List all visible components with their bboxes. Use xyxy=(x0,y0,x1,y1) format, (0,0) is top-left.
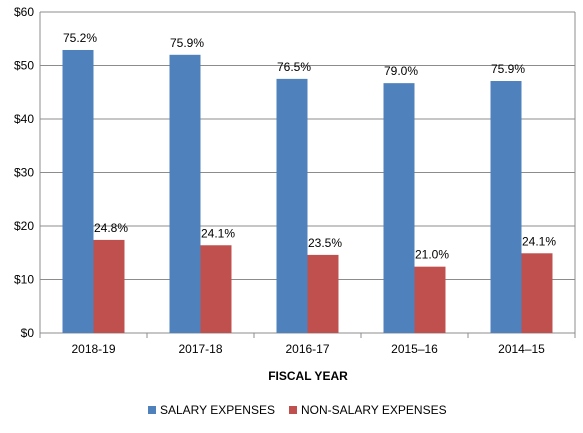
x-tick-label: 2015–16 xyxy=(391,342,438,356)
y-tick-label: $10 xyxy=(14,273,34,287)
y-tick-label: $20 xyxy=(14,219,34,233)
bar-data-label: 75.2% xyxy=(63,31,97,45)
non-salary-bar xyxy=(521,253,553,333)
bar-data-label: 24.1% xyxy=(201,226,235,240)
legend-label-non-salary: NON-SALARY EXPENSES xyxy=(301,403,447,417)
y-tick-label: $0 xyxy=(21,326,35,340)
bar-data-label: 75.9% xyxy=(170,36,204,50)
bars xyxy=(62,49,553,334)
bar-data-label: 79.0% xyxy=(384,64,418,78)
y-tick-label: $40 xyxy=(14,112,34,126)
salary-bar xyxy=(276,78,308,333)
salary-bar xyxy=(490,81,522,333)
y-tick-label: $30 xyxy=(14,166,34,180)
bar-data-label: 75.9% xyxy=(491,62,525,76)
non-salary-bar xyxy=(93,239,125,333)
non-salary-bar xyxy=(200,245,232,333)
bar-data-label: 76.5% xyxy=(277,60,311,74)
y-tick-label: $60 xyxy=(14,5,34,19)
bar-data-label: 21.0% xyxy=(415,248,449,262)
x-tick-label: 2017-18 xyxy=(178,342,222,356)
salary-bar xyxy=(62,49,94,334)
x-tick-label: 2014–15 xyxy=(498,342,545,356)
legend-swatch-salary xyxy=(148,406,156,414)
non-salary-bar xyxy=(414,266,446,333)
axes: $0 $10 $20 $30 $40 $50 $60 2018-19 2017-18 2016-1… xyxy=(14,5,576,356)
data-labels: 75.2% 24.8% 75.9% 24.1% 76.5% 23.5% 79.0% 21.0%… xyxy=(63,31,556,262)
y-tick-label: $50 xyxy=(14,59,34,73)
legend-swatch-non-salary xyxy=(289,406,297,414)
salary-bar xyxy=(169,54,201,334)
legend-label-salary: SALARY EXPENSES xyxy=(160,403,275,417)
non-salary-bar xyxy=(307,254,339,333)
salary-bar xyxy=(383,83,415,333)
legend: SALARY EXPENSES NON-SALARY EXPENSES xyxy=(148,403,447,417)
x-tick-label: 2016-17 xyxy=(285,342,329,356)
bar-data-label: 24.8% xyxy=(94,221,128,235)
bar-data-label: 24.1% xyxy=(522,234,556,248)
bar-data-label: 23.5% xyxy=(308,236,342,250)
x-axis-title: FISCAL YEAR xyxy=(268,369,348,383)
x-tick-label: 2018-19 xyxy=(71,342,115,356)
